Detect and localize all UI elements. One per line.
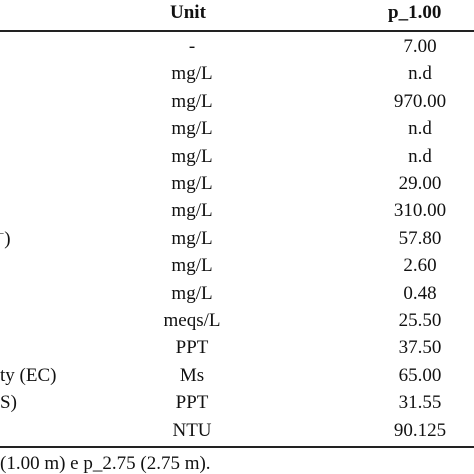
value-cell: 65.00 [398,364,442,386]
unit-cell: Ms [179,364,205,386]
parameter-text: S) [0,392,17,414]
header-rule [0,30,474,32]
value-cell: n.d [408,118,432,140]
unit-cell: mg/L [171,118,213,140]
header-unit: Unit [170,2,206,23]
value-cell: 2.60 [403,255,437,277]
value-cell: 90.125 [393,419,447,441]
value-cell: 57.80 [398,227,442,249]
parameter-cell: ty (EC) [0,366,56,385]
value-cell: 37.50 [398,337,442,359]
unit-cell: PPT [175,392,209,414]
parameter-cell: S) [0,393,17,412]
value-cell: 31.55 [398,392,442,414]
value-cell: 25.50 [398,310,442,331]
unit-cell: NTU [172,419,212,441]
unit-cell: mg/L [171,90,213,112]
parameter-cell: −) [0,227,11,250]
unit-cell: mg/L [171,200,213,222]
value-cell: 0.48 [403,282,437,304]
unit-cell: mg/L [171,145,213,167]
value-cell: n.d [408,145,432,167]
unit-cell: mg/L [171,63,213,85]
unit-cell: mg/L [171,173,213,194]
bottom-rule [0,446,474,448]
value-cell: 29.00 [398,173,442,194]
header-value: p_1.00 [388,2,442,23]
value-cell: n.d [408,63,432,85]
superscript: − [0,227,5,240]
parameter-text: ty (EC) [0,364,57,386]
unit-cell: - [188,36,196,57]
parameter-text: ) [4,228,11,250]
unit-cell: mg/L [171,282,213,304]
unit-cell: mg/L [171,255,213,277]
unit-cell: mg/L [171,227,213,249]
unit-cell: PPT [175,337,209,359]
footnote: (1.00 m) e p_2.75 (2.75 m). [0,453,211,474]
unit-cell: meqs/L [163,310,221,331]
value-cell: 970.00 [393,90,447,112]
value-cell: 310.00 [393,200,447,222]
value-cell: 7.00 [403,36,437,57]
